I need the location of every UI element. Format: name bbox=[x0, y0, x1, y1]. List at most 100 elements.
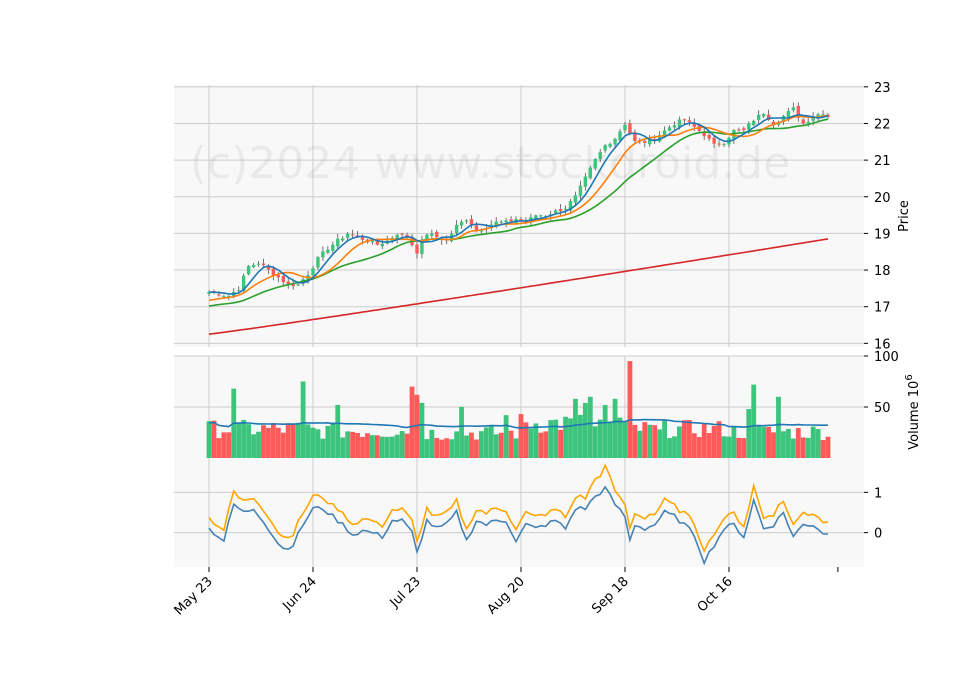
volume-bar bbox=[216, 438, 222, 458]
volume-bar bbox=[429, 429, 435, 458]
volume-bar bbox=[548, 420, 554, 458]
candle-body bbox=[534, 215, 538, 219]
candle-body bbox=[816, 114, 820, 119]
volume-bar bbox=[414, 394, 420, 458]
volume-bar bbox=[503, 415, 509, 458]
candle-body bbox=[573, 195, 578, 203]
volume-bar bbox=[246, 424, 252, 458]
candle-body bbox=[360, 236, 365, 240]
candle-body bbox=[251, 264, 256, 268]
candle-body bbox=[613, 138, 617, 145]
volume-bar bbox=[602, 404, 608, 458]
volume-bar bbox=[340, 437, 346, 458]
price-ytick-label-6: 22 bbox=[874, 117, 891, 132]
candle-body bbox=[474, 225, 479, 230]
candle-body bbox=[737, 129, 741, 131]
candle-body bbox=[336, 238, 340, 247]
volume-bar bbox=[657, 429, 663, 458]
volume-bar bbox=[355, 432, 360, 458]
candle-body bbox=[355, 235, 360, 237]
volume-bar bbox=[746, 409, 752, 458]
oscillator-signal-line bbox=[208, 463, 829, 554]
candle-body bbox=[341, 238, 345, 241]
volume-bar bbox=[652, 425, 658, 458]
volume-bar bbox=[404, 433, 410, 458]
volume-bar bbox=[459, 407, 464, 458]
candle-body bbox=[667, 127, 672, 131]
volume-bar bbox=[419, 402, 425, 458]
x-tick-label-0: May 23 bbox=[172, 574, 216, 618]
oscillator-panel-background bbox=[174, 458, 864, 567]
volume-bar bbox=[558, 429, 563, 458]
candle-body bbox=[623, 124, 627, 131]
candle-body bbox=[400, 233, 404, 235]
volume-bar bbox=[290, 424, 296, 458]
volume-bar bbox=[350, 431, 356, 458]
volume-bar bbox=[330, 422, 336, 458]
candle-body bbox=[588, 167, 593, 179]
candle-body bbox=[296, 284, 300, 286]
volume-bar bbox=[300, 381, 306, 458]
candle-body bbox=[806, 121, 810, 124]
volume-bar bbox=[617, 417, 623, 458]
volume-bar bbox=[578, 414, 583, 458]
candle-body bbox=[687, 120, 692, 122]
volume-bar bbox=[508, 430, 514, 458]
volume-bar bbox=[805, 437, 811, 458]
candle-body bbox=[380, 243, 385, 247]
candle-body bbox=[499, 221, 503, 223]
volume-bar bbox=[597, 419, 603, 458]
candle-body bbox=[519, 219, 523, 221]
candle-body bbox=[677, 119, 682, 128]
volume-ytick-label-0: 50 bbox=[874, 401, 891, 416]
candle-body bbox=[742, 128, 746, 131]
oscillator-main-line bbox=[208, 485, 829, 566]
volume-bar bbox=[305, 424, 311, 458]
candle-body bbox=[494, 221, 498, 227]
candle-body bbox=[633, 132, 637, 141]
candle-body bbox=[648, 137, 652, 145]
volume-bar bbox=[518, 414, 524, 458]
candle-body bbox=[682, 119, 687, 121]
volume-bar bbox=[751, 384, 757, 458]
candle-body bbox=[435, 231, 439, 238]
volume-bar bbox=[637, 430, 643, 458]
candle-body bbox=[796, 105, 800, 118]
candle-body bbox=[756, 114, 761, 121]
volume-bar bbox=[483, 427, 489, 458]
candle-body bbox=[504, 220, 508, 223]
volume-bar bbox=[434, 437, 440, 458]
candle-body bbox=[276, 274, 281, 278]
volume-bar bbox=[270, 423, 276, 458]
volume-bar bbox=[320, 438, 326, 458]
watermark-text: (c)2024 www.stockdroid.de bbox=[190, 138, 790, 189]
volume-bar bbox=[800, 437, 806, 458]
candle-body bbox=[375, 240, 380, 245]
candle-body bbox=[771, 121, 776, 126]
volume-bar bbox=[449, 439, 455, 458]
candle-body bbox=[618, 131, 622, 141]
volume-bar bbox=[736, 437, 742, 458]
candle-body bbox=[326, 249, 330, 253]
volume-bar bbox=[667, 438, 672, 458]
candle-body bbox=[207, 292, 211, 294]
osc-ytick-label-0: 0 bbox=[874, 527, 882, 542]
volume-bar bbox=[399, 431, 405, 458]
candle-body bbox=[568, 201, 573, 211]
volume-bar bbox=[582, 402, 588, 458]
candle-body bbox=[266, 265, 271, 270]
volume-bar bbox=[275, 427, 281, 458]
volume-bar bbox=[612, 398, 618, 458]
candle-body bbox=[558, 209, 563, 212]
candle-body bbox=[286, 281, 290, 284]
candle-body bbox=[578, 185, 583, 196]
candle-body bbox=[350, 234, 355, 236]
volume-bar bbox=[513, 438, 519, 458]
volume-bar bbox=[384, 436, 390, 458]
volume-bar bbox=[815, 429, 821, 458]
volume-bar bbox=[285, 423, 291, 458]
candle-body bbox=[766, 114, 771, 121]
volume-bar bbox=[266, 427, 271, 458]
candle-body bbox=[425, 234, 429, 242]
